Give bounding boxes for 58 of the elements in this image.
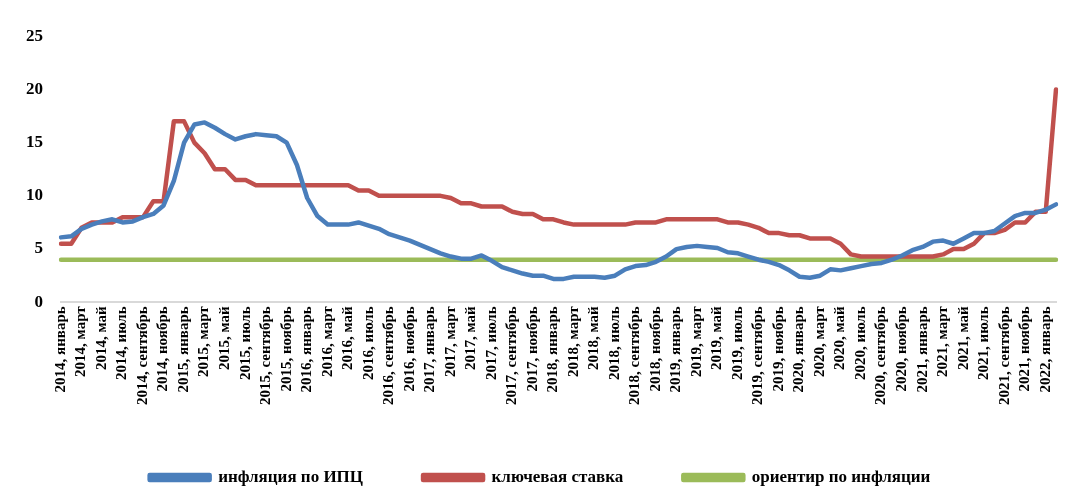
x-tick-label: 2021, май xyxy=(954,305,971,371)
x-tick-label: 2020, май xyxy=(831,305,848,371)
x-tick-label: 2018, июль xyxy=(605,306,622,380)
x-tick-label: 2020, сентябрь xyxy=(872,306,889,405)
x-tick-label: 2018, ноябрь xyxy=(646,306,663,392)
x-tick-label: 2019, ноябрь xyxy=(769,306,786,392)
x-tick-label: 2015, ноябрь xyxy=(277,306,294,392)
x-tick-label: 2015, май xyxy=(216,305,232,371)
x-tick-label: 2019, январь xyxy=(667,306,684,393)
x-tick-label: 2020, июль xyxy=(851,306,868,380)
x-tick-label: 2020, ноябрь xyxy=(893,306,910,392)
legend-label: ключевая ставка xyxy=(491,466,624,486)
y-tick-label: 10 xyxy=(26,185,43,205)
x-tick-label: 2014, январь xyxy=(51,306,68,393)
y-tick-label: 5 xyxy=(34,238,43,258)
x-tick-label: 2014, март xyxy=(72,305,89,377)
x-tick-label: 2016, май xyxy=(339,305,356,371)
y-tick-label: 15 xyxy=(26,132,43,152)
x-tick-label: 2017, июль xyxy=(482,306,499,380)
x-tick-label: 2014, сентябрь xyxy=(133,306,150,405)
x-tick-label: 2018, май xyxy=(585,305,602,371)
x-tick-label: 2016, ноябрь xyxy=(400,306,417,392)
x-tick-label: 2021, сентябрь xyxy=(995,306,1012,405)
x-tick-label: 2020, март xyxy=(810,305,827,377)
x-tick-label: 2018, март xyxy=(564,305,581,377)
x-tick-label: 2020, январь xyxy=(790,306,807,393)
x-tick-label: 2019, сентябрь xyxy=(749,306,766,405)
x-tick-label: 2018, январь xyxy=(544,306,561,393)
x-tick-label: 2015, март xyxy=(195,305,212,377)
x-tick-label: 2018, сентябрь xyxy=(626,306,643,405)
y-tick-label: 0 xyxy=(34,291,43,311)
x-tick-label: 2021, ноябрь xyxy=(1016,306,1033,392)
x-tick-label: 2014, ноябрь xyxy=(154,306,171,392)
y-tick-label: 20 xyxy=(26,78,43,98)
y-tick-label: 25 xyxy=(26,25,43,45)
x-tick-label: 2016, июль xyxy=(359,306,376,380)
x-tick-label: 2019, март xyxy=(687,305,704,377)
x-tick-label: 2014, июль xyxy=(113,306,130,380)
x-tick-label: 2016, сентябрь xyxy=(380,306,397,405)
x-tick-label: 2017, ноябрь xyxy=(523,306,540,392)
x-tick-label: 2017, март xyxy=(441,305,458,377)
x-tick-label: 2019, июль xyxy=(728,306,745,380)
legend-label: ориентир по инфляции xyxy=(751,466,931,486)
x-tick-label: 2019, май xyxy=(708,305,725,371)
x-tick-label: 2016, март xyxy=(318,305,335,377)
x-tick-label: 2017, январь xyxy=(421,306,438,393)
x-tick-label: 2015, июль xyxy=(236,306,253,380)
x-tick-label: 2017, сентябрь xyxy=(503,306,520,405)
x-tick-label: 2014, май xyxy=(92,305,109,371)
x-tick-label: 2021, март xyxy=(934,305,951,377)
legend-label: инфляция по ИПЦ xyxy=(218,466,364,486)
x-tick-label: 2015, сентябрь xyxy=(257,306,274,405)
x-tick-label: 2022, январь xyxy=(1036,306,1053,393)
x-tick-label: 2021, июль xyxy=(975,306,992,380)
x-tick-label: 2016, январь xyxy=(298,306,315,393)
x-tick-label: 2015, январь xyxy=(174,306,191,393)
x-tick-label: 2021, январь xyxy=(913,306,930,393)
x-tick-label: 2017, май xyxy=(462,305,479,371)
